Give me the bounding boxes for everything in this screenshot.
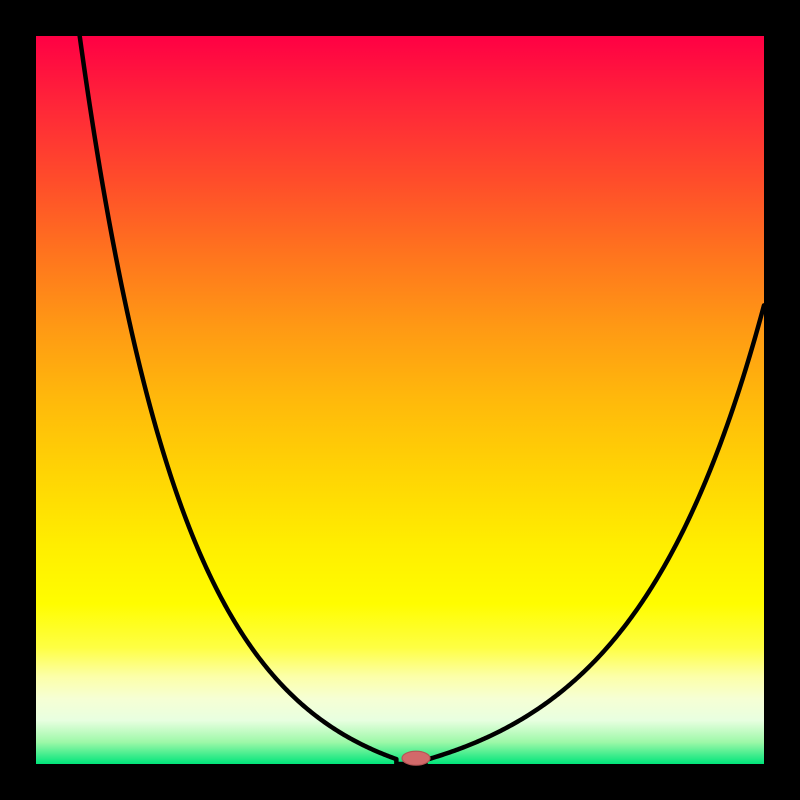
- bottleneck-chart: [0, 0, 800, 800]
- plot-area: [36, 36, 764, 764]
- optimal-marker: [402, 751, 430, 765]
- chart-container: TheBottleneck.com: [0, 0, 800, 800]
